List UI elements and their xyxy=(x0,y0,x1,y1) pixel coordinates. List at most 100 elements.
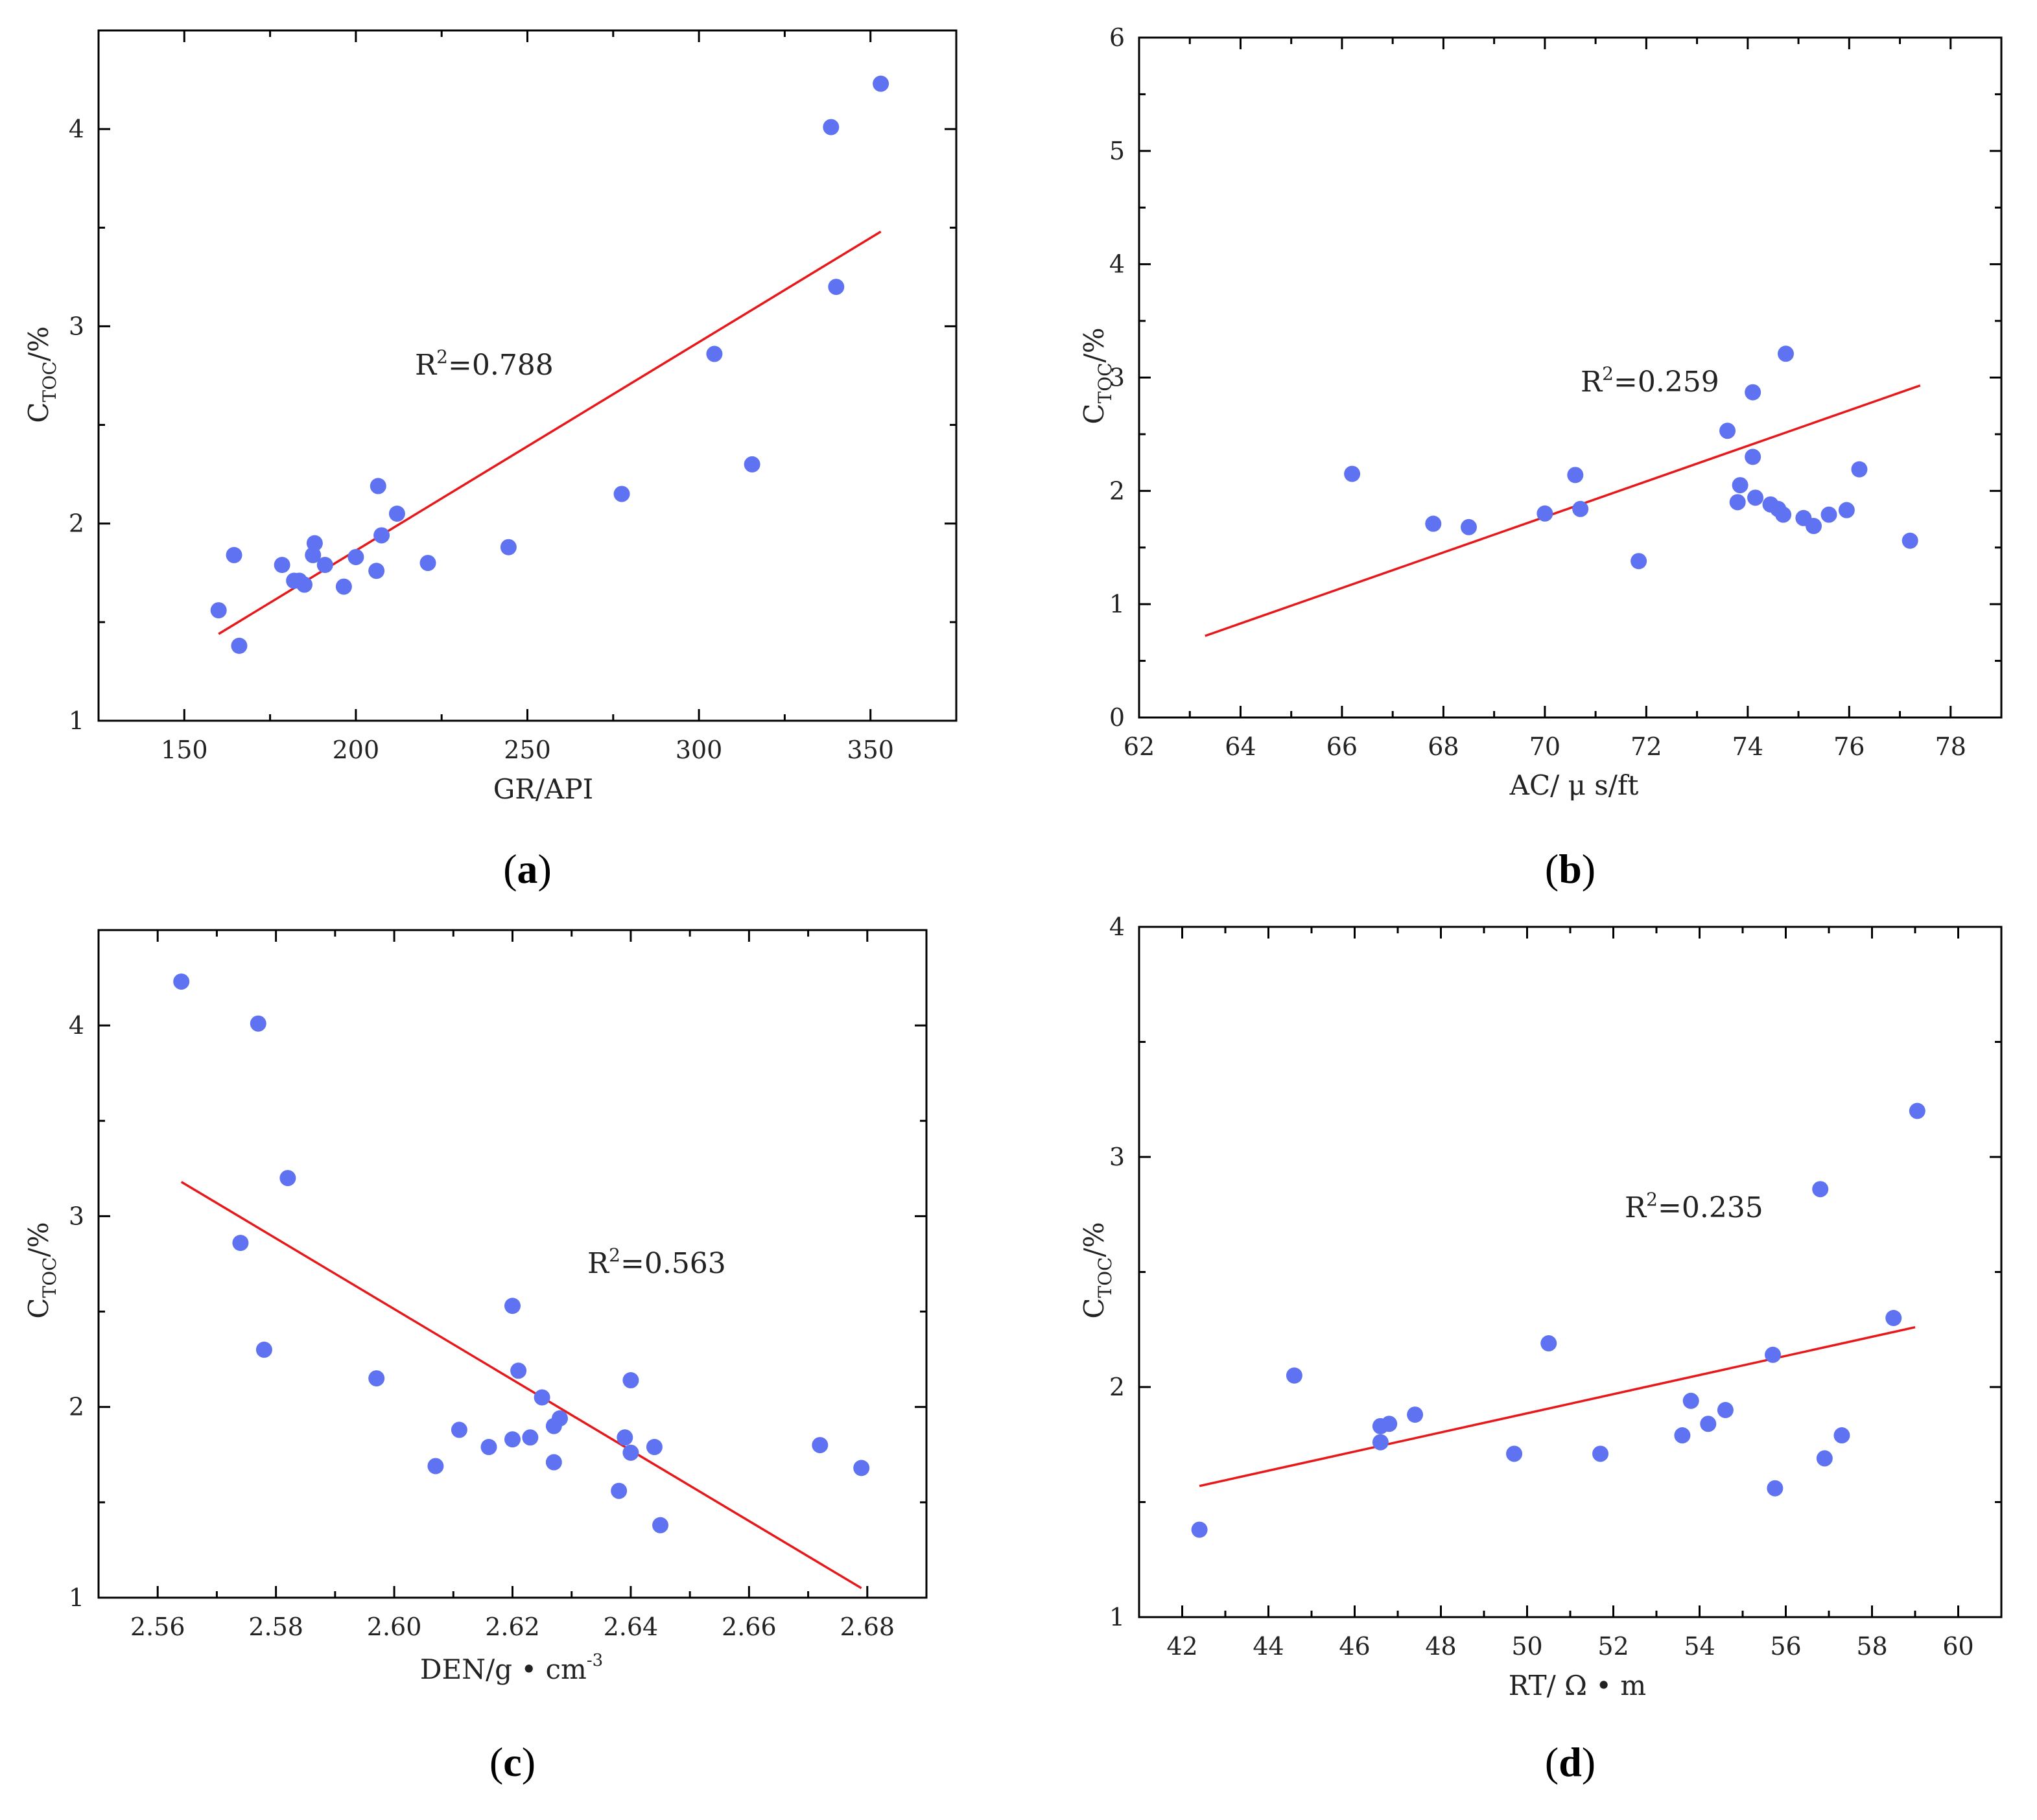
y-axis-label-main: C xyxy=(1078,403,1110,424)
plot-frame xyxy=(97,929,928,1599)
data-point xyxy=(1682,1392,1699,1409)
r-squared-prefix: R xyxy=(1625,1191,1647,1224)
data-point xyxy=(250,1015,266,1032)
data-point xyxy=(1425,515,1442,532)
data-point xyxy=(296,576,313,593)
data-point xyxy=(1719,423,1736,439)
data-point xyxy=(419,555,436,572)
data-point xyxy=(306,535,323,552)
x-tick-label: 54 xyxy=(1684,1632,1715,1661)
x-axis-label: GR/API xyxy=(493,773,594,805)
data-point xyxy=(1745,449,1761,465)
x-tick-label: 66 xyxy=(1326,732,1358,761)
data-point xyxy=(210,602,227,619)
x-tick-label: 74 xyxy=(1732,732,1763,761)
panel-label-letter: b xyxy=(1559,846,1582,892)
y-tick-label: 1 xyxy=(1109,590,1125,618)
data-point xyxy=(232,1235,249,1252)
r-squared-superscript: 2 xyxy=(1602,363,1614,384)
data-point xyxy=(1344,465,1361,482)
data-point xyxy=(1745,384,1761,401)
data-point xyxy=(368,563,385,579)
panel-label-open: ( xyxy=(1545,1739,1559,1785)
y-tick-label: 6 xyxy=(1109,23,1125,52)
data-point xyxy=(1567,467,1584,484)
data-point xyxy=(347,548,364,565)
data-point xyxy=(1191,1521,1208,1538)
r-squared-label: R2=0.259 xyxy=(1581,363,1719,399)
regression-line xyxy=(1205,384,1921,637)
x-tick-label: 2.68 xyxy=(840,1613,895,1641)
y-axis-label-main: C xyxy=(23,402,54,423)
data-point xyxy=(1381,1416,1398,1432)
panel-label-close: ) xyxy=(1582,1739,1595,1785)
y-axis-label-subscript: TOC xyxy=(39,361,60,402)
data-point xyxy=(1631,553,1647,570)
data-point xyxy=(427,1458,444,1475)
x-tick-label: 2.56 xyxy=(130,1613,185,1641)
y-tick-label: 3 xyxy=(69,312,84,340)
y-axis-label-unit: /% xyxy=(1078,1222,1110,1257)
data-point xyxy=(1885,1310,1902,1326)
panel-label-close: ) xyxy=(538,846,552,892)
data-point xyxy=(1717,1402,1734,1418)
x-tick-label: 50 xyxy=(1511,1632,1542,1661)
data-point xyxy=(500,539,517,555)
data-point xyxy=(1592,1445,1609,1462)
x-axis-label: AC/ μ s/ft xyxy=(1509,769,1639,801)
panel-label-letter: c xyxy=(503,1739,521,1785)
data-point xyxy=(255,1341,272,1358)
r-squared-value: =0.259 xyxy=(1614,366,1719,399)
y-tick-label: 2 xyxy=(69,1393,84,1421)
x-tick-label: 52 xyxy=(1597,1632,1629,1661)
plot-frame xyxy=(1138,36,2003,719)
y-tick-label: 0 xyxy=(1109,703,1125,732)
panel-label-close: ) xyxy=(1582,846,1595,892)
r-squared-label: R2=0.563 xyxy=(587,1244,726,1280)
data-point xyxy=(1812,1181,1829,1198)
data-point xyxy=(1778,345,1794,362)
data-point xyxy=(622,1444,639,1461)
data-point xyxy=(1909,1102,1925,1119)
panel-label-open: ( xyxy=(1545,846,1559,892)
plot-frame xyxy=(1138,926,2003,1618)
panel-a: 150 200 250 300 3501234GR/APICTOC/%R2=0.788(… xyxy=(23,29,958,892)
y-axis-label-subscript: TOC xyxy=(39,1257,60,1298)
r-squared-value: =0.788 xyxy=(448,349,554,382)
r-squared-prefix: R xyxy=(587,1247,610,1280)
data-point xyxy=(1902,532,1918,549)
x-tick-label: 48 xyxy=(1425,1632,1456,1661)
data-point xyxy=(1820,506,1837,523)
data-point xyxy=(545,1454,562,1471)
data-point xyxy=(522,1429,539,1446)
x-axis-label-text: DEN/g • cm xyxy=(420,1653,587,1685)
data-point xyxy=(1700,1416,1717,1432)
data-point xyxy=(226,546,242,563)
data-point xyxy=(335,578,352,595)
regression-line xyxy=(218,230,882,635)
data-point xyxy=(231,637,248,654)
data-point xyxy=(613,485,630,502)
x-tick-label: 42 xyxy=(1166,1632,1197,1661)
y-tick-label: 3 xyxy=(1109,1143,1125,1171)
panel-label: (c) xyxy=(489,1739,536,1785)
r-squared-prefix: R xyxy=(415,349,438,382)
x-tick-label: 62 xyxy=(1124,732,1155,761)
r-squared-prefix: R xyxy=(1581,366,1603,399)
data-point xyxy=(617,1429,633,1446)
x-tick-label: 2.64 xyxy=(604,1613,659,1641)
x-tick-label: 2.66 xyxy=(722,1613,777,1641)
y-axis-label-unit: /% xyxy=(23,1222,54,1257)
data-point xyxy=(646,1439,663,1456)
data-point xyxy=(1461,519,1478,535)
data-point xyxy=(823,119,840,135)
panel-label-open: ( xyxy=(489,1739,503,1785)
data-point xyxy=(1833,1427,1850,1444)
data-point xyxy=(1506,1445,1523,1462)
data-point xyxy=(652,1517,669,1534)
x-tick-label: 56 xyxy=(1770,1632,1801,1661)
x-tick-label: 68 xyxy=(1428,732,1459,761)
r-squared-value: =0.563 xyxy=(620,1247,726,1280)
y-tick-label: 4 xyxy=(69,115,84,143)
